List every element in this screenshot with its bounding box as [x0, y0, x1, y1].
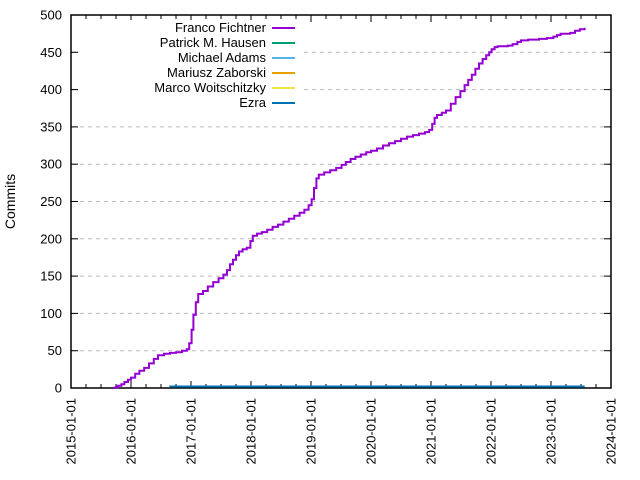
legend-line-sample [272, 56, 295, 59]
svg-text:Commits: Commits [2, 174, 18, 229]
svg-text:2015-01-01: 2015-01-01 [64, 398, 79, 465]
legend-label: Patrick M. Hausen [159, 35, 266, 50]
legend-item-michael-adams: Michael Adams [80, 50, 295, 65]
svg-text:2024-01-01: 2024-01-01 [604, 398, 619, 465]
svg-text:200: 200 [40, 231, 62, 246]
legend-item-ezra: Ezra [80, 95, 295, 110]
svg-text:350: 350 [40, 119, 62, 134]
svg-text:2018-01-01: 2018-01-01 [244, 398, 259, 465]
legend-item-mariusz-zaborski: Mariusz Zaborski [80, 65, 295, 80]
svg-text:2022-01-01: 2022-01-01 [484, 398, 499, 465]
legend-line-sample [272, 101, 295, 104]
legend-line-sample [272, 26, 295, 29]
svg-text:100: 100 [40, 306, 62, 321]
svg-text:2021-01-01: 2021-01-01 [424, 398, 439, 465]
svg-text:2016-01-01: 2016-01-01 [124, 398, 139, 465]
svg-text:2020-01-01: 2020-01-01 [364, 398, 379, 465]
svg-text:300: 300 [40, 157, 62, 172]
legend-label: Michael Adams [177, 50, 266, 65]
legend-item-patrick-m-hausen: Patrick M. Hausen [80, 35, 295, 50]
legend-label: Marco Woitschitzky [154, 80, 266, 95]
svg-text:2017-01-01: 2017-01-01 [184, 398, 199, 465]
svg-text:150: 150 [40, 269, 62, 284]
svg-text:2019-01-01: 2019-01-01 [304, 398, 319, 465]
svg-text:50: 50 [48, 343, 62, 358]
legend-item-franco-fichtner: Franco Fichtner [80, 20, 295, 35]
svg-text:450: 450 [40, 45, 62, 60]
svg-text:250: 250 [40, 194, 62, 209]
legend-label: Mariusz Zaborski [167, 65, 266, 80]
legend-line-sample [272, 86, 295, 89]
legend: Franco Fichtner Patrick M. Hausen Michae… [80, 20, 301, 110]
legend-line-sample [272, 71, 295, 74]
legend-line-sample [272, 41, 295, 44]
svg-text:500: 500 [40, 8, 62, 23]
legend-item-marco-woitschitzky: Marco Woitschitzky [80, 80, 295, 95]
svg-text:0: 0 [55, 381, 62, 396]
legend-label: Franco Fichtner [174, 20, 266, 35]
svg-text:2023-01-01: 2023-01-01 [544, 398, 559, 465]
svg-text:400: 400 [40, 82, 62, 97]
legend-label: Ezra [239, 95, 266, 110]
